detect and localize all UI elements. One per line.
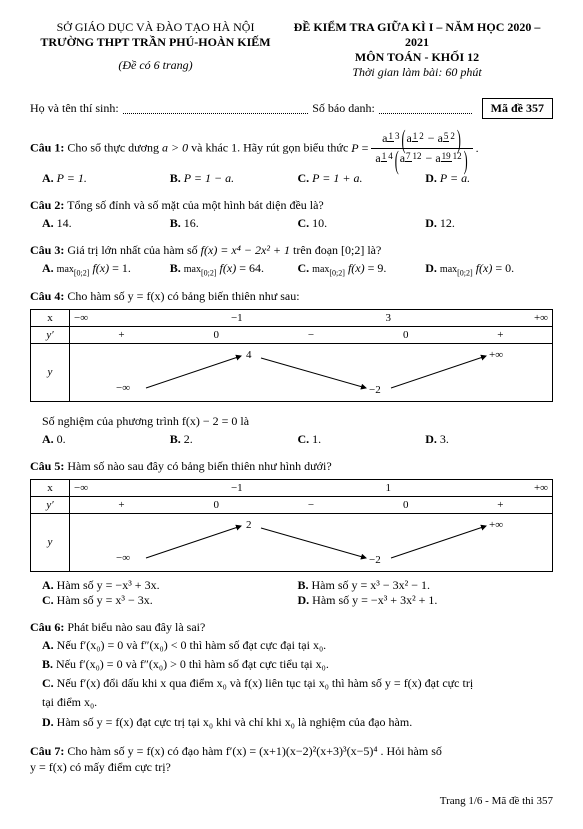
name-field	[123, 103, 309, 114]
svg-text:−2: −2	[369, 384, 381, 396]
q5-arrows: −∞ 2 −2 +∞	[74, 516, 548, 566]
svg-text:−∞: −∞	[116, 552, 130, 564]
school: TRƯỜNG THPT TRẦN PHÚ-HOÀN KIẾM	[30, 35, 281, 50]
time: Thời gian làm bài: 60 phút	[281, 65, 553, 80]
svg-text:+∞: +∞	[489, 349, 503, 361]
subject: MÔN TOÁN - KHỐI 12	[281, 50, 553, 65]
dept: SỞ GIÁO DỤC VÀ ĐÀO TẠO HÀ NỘI	[30, 20, 281, 35]
page-footer: Trang 1/6 - Mã đề thi 357	[30, 795, 553, 807]
exam-code: Mã đề 357	[482, 98, 553, 119]
id-label: Số báo danh:	[312, 101, 375, 116]
question-5: Câu 5: Hàm số nào sau đây có bảng biến t…	[30, 457, 553, 475]
q1-label: Câu 1:	[30, 141, 64, 155]
question-2: Câu 2: Tổng số đỉnh và số mặt của một hì…	[30, 196, 553, 214]
question-3: Câu 3: Giá trị lớn nhất của hàm số f(x) …	[30, 241, 553, 259]
q4-after: Số nghiệm của phương trình f(x) − 2 = 0 …	[42, 412, 553, 430]
q5-answers: A. Hàm số y = −x³ + 3x. B. Hàm số y = x³…	[42, 578, 553, 608]
q7-line2: y = f(x) có mấy điểm cực trị?	[30, 760, 553, 775]
q4-table: x −∞−13+∞ y′ +0−0+ y −∞ 4 −2 +∞	[30, 309, 553, 402]
q3-answers: A. max[0;2] f(x) = 1. B. max[0;2] f(x) =…	[42, 261, 553, 277]
q2-answers: A. 14. B. 16. C. 10. D. 12.	[42, 216, 553, 231]
name-label: Họ và tên thí sinh:	[30, 101, 119, 116]
svg-text:−∞: −∞	[116, 382, 130, 394]
q4-arrows: −∞ 4 −2 +∞	[74, 346, 548, 396]
question-7: Câu 7: Cho hàm số y = f(x) có đạo hàm f′…	[30, 742, 553, 760]
q1-answers: A. P = 1. B. P = 1 − a. C. P = 1 + a. D.…	[42, 171, 553, 186]
svg-text:2: 2	[246, 519, 252, 531]
page-count: (Đề có 6 trang)	[30, 58, 281, 73]
q1-expression: P = a13(a12 − a52) a14(a712 − a1912) .	[351, 141, 478, 155]
question-4: Câu 4: Cho hàm số y = f(x) có bảng biến …	[30, 287, 553, 305]
id-field	[379, 103, 472, 114]
question-6: Câu 6: Phát biểu nào sau đây là sai?	[30, 618, 553, 636]
svg-text:−2: −2	[369, 554, 381, 566]
q4-answers: A. 0. B. 2. C. 1. D. 3.	[42, 432, 553, 447]
q5-table: x −∞−11+∞ y′ +0−0+ y −∞ 2 −2 +∞	[30, 479, 553, 572]
svg-text:4: 4	[246, 349, 252, 361]
q6-options: A. Nếu f′(x₀) = 0 và f″(x₀) < 0 thì hàm …	[42, 636, 553, 732]
svg-text:+∞: +∞	[489, 519, 503, 531]
question-1: Câu 1: Cho số thực dương a > 0 và khác 1…	[30, 129, 553, 169]
exam-title: ĐỀ KIỂM TRA GIỮA KÌ I – NĂM HỌC 2020 – 2…	[281, 20, 553, 50]
